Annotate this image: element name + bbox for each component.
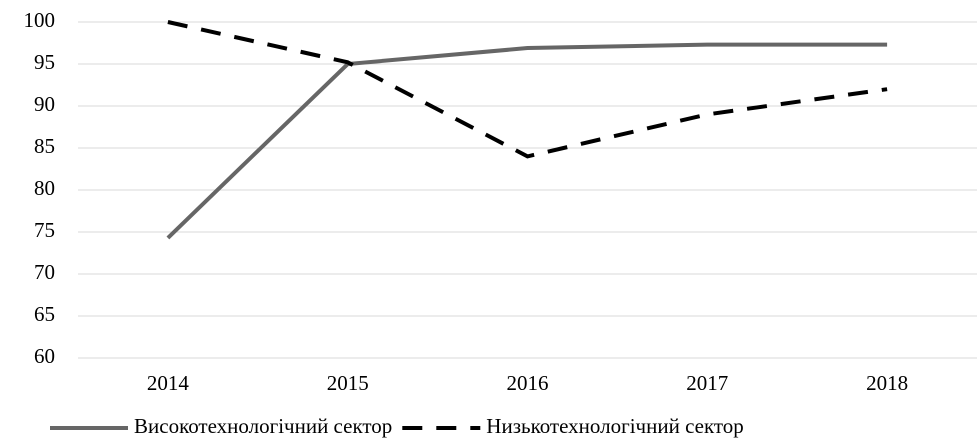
x-tick-label: 2017 [686, 371, 728, 395]
y-tick-label: 65 [34, 302, 55, 326]
y-tick-label: 85 [34, 134, 55, 158]
y-tick-label: 70 [34, 260, 55, 284]
y-tick-label: 90 [34, 92, 55, 116]
y-tick-label: 60 [34, 344, 55, 368]
series-line [167, 20, 888, 159]
y-tick-label: 95 [34, 50, 55, 74]
x-tick-label: 2016 [507, 371, 549, 395]
x-tick-label: 2014 [147, 371, 190, 395]
y-tick-label: 80 [34, 176, 55, 200]
x-tick-label: 2015 [327, 371, 369, 395]
series-line [166, 42, 888, 240]
y-tick-label: 75 [34, 218, 55, 242]
x-tick-label: 2018 [866, 371, 908, 395]
y-tick-label: 100 [24, 8, 56, 32]
legend-label: Низькотехнологічний сектор [486, 414, 744, 438]
legend-label: Високотехнологічний сектор [134, 414, 392, 438]
